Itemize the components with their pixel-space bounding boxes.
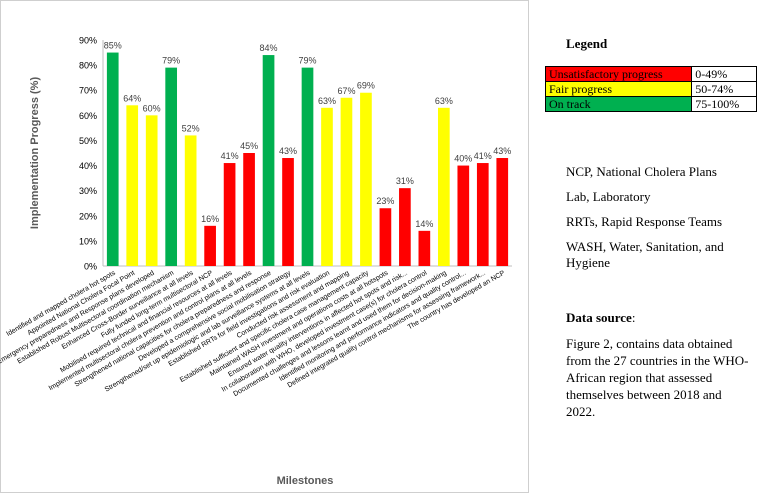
bar xyxy=(340,97,353,266)
abbreviation-ncp: NCP, National Cholera Plans xyxy=(566,164,717,179)
y-axis-label: Implementation Progress (%) xyxy=(29,77,41,230)
bar-value-label: 14% xyxy=(415,219,433,229)
bar-value-label: 63% xyxy=(435,96,453,106)
bar xyxy=(223,163,236,266)
y-tick-label: 40% xyxy=(79,161,97,171)
y-tick-label: 80% xyxy=(79,61,97,71)
y-tick-label: 0% xyxy=(84,262,97,272)
bar xyxy=(126,105,139,267)
bar xyxy=(321,107,333,266)
y-tick-label: 50% xyxy=(79,136,97,146)
legend-row-on-track: On track 75-100% xyxy=(544,96,757,112)
bar xyxy=(165,67,178,266)
bar-value-label: 43% xyxy=(493,146,511,156)
bar-value-label: 40% xyxy=(454,154,472,164)
x-axis-label: Milestones xyxy=(277,475,334,487)
y-tick-label: 90% xyxy=(79,36,97,46)
abbreviation-wash: WASH, Water, Sanitation, and Hygiene xyxy=(566,239,724,270)
legend-range-fair: 50-74% xyxy=(691,81,757,97)
bar xyxy=(184,135,197,266)
bar xyxy=(379,208,392,266)
bar xyxy=(476,163,489,266)
bar xyxy=(437,107,450,266)
bar xyxy=(301,67,314,266)
bar-value-label: 41% xyxy=(221,151,239,161)
bar xyxy=(204,225,216,266)
bar-chart: 0% 10% 20% 30% 40% 50% 60% 70% 80% 90% Implementat… xyxy=(0,36,512,487)
data-source-text: Figure 2, contains data obtained from th… xyxy=(566,336,749,419)
bar-value-label: 60% xyxy=(143,103,161,113)
y-tick-label: 20% xyxy=(79,211,97,221)
legend-label-on-track: On track xyxy=(544,96,693,112)
data-source-colon: : xyxy=(631,310,636,325)
abbreviation-rrts: RRTs, Rapid Response Teams xyxy=(566,214,723,229)
abbreviation-lab: Lab, Laboratory xyxy=(566,189,651,204)
y-tick-label: 60% xyxy=(79,111,97,121)
bar xyxy=(399,188,411,266)
legend-range-unsatisfactory: 0-49% xyxy=(691,66,757,82)
bar-value-label: 41% xyxy=(474,151,492,161)
bar-value-label: 63% xyxy=(318,96,336,106)
legend-row-unsatisfactory: Unsatisfactory progress 0-49% xyxy=(544,66,757,82)
bar xyxy=(145,115,158,266)
y-tick-label: 70% xyxy=(79,86,97,96)
bar-value-label: 23% xyxy=(376,196,394,206)
legend-row-fair: Fair progress 50-74% xyxy=(544,81,757,97)
bar-value-label: 16% xyxy=(201,214,219,224)
bar xyxy=(282,158,294,266)
bar xyxy=(106,52,119,266)
bar-value-label: 43% xyxy=(279,146,297,156)
legend-table: Unsatisfactory progress 0-49% Fair progr… xyxy=(544,66,757,112)
bar-value-label: 69% xyxy=(357,81,375,91)
bar-value-label: 84% xyxy=(260,43,278,53)
bar xyxy=(262,55,275,266)
bar-value-label: 31% xyxy=(396,176,414,186)
legend-label-unsatisfactory: Unsatisfactory progress xyxy=(544,66,693,82)
y-tick-label: 10% xyxy=(79,236,97,246)
bar xyxy=(496,158,509,266)
bar-value-label: 52% xyxy=(182,123,200,133)
bar-value-label: 85% xyxy=(104,41,122,51)
bar xyxy=(360,92,372,266)
legend-label-fair: Fair progress xyxy=(544,81,693,97)
bar xyxy=(243,153,255,266)
y-tick-label: 30% xyxy=(79,186,97,196)
bar-value-label: 79% xyxy=(298,56,316,66)
data-source-title: Data source: xyxy=(566,310,635,326)
bar-value-label: 79% xyxy=(162,56,180,66)
bar xyxy=(418,230,431,266)
bar-value-label: 67% xyxy=(337,86,355,96)
bar-value-label: 45% xyxy=(240,141,258,151)
legend-range-on-track: 75-100% xyxy=(691,96,757,112)
bar-value-label: 64% xyxy=(123,93,141,103)
bar xyxy=(457,165,470,266)
data-source-label: Data source xyxy=(566,310,632,325)
legend-title: Legend xyxy=(566,36,608,51)
